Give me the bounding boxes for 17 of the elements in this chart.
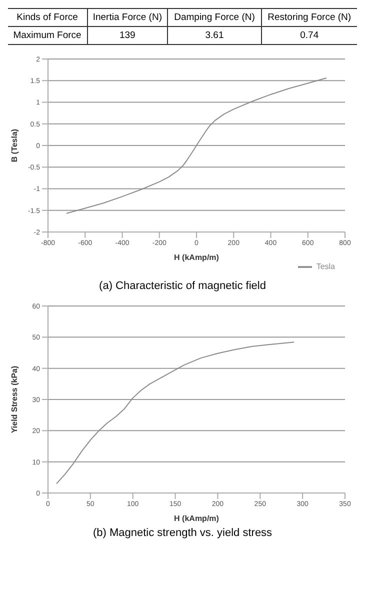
y-axis-title: Yield Stress (kPa) (10, 366, 19, 434)
legend-label: Tesla (316, 262, 335, 272)
text: Restoring Force (N) (261, 8, 357, 26)
text: Kinds of Force (16, 11, 79, 25)
text: Maximum Force (12, 29, 82, 43)
text: 139 (87, 26, 168, 44)
text: Inertia Force (N) (87, 8, 168, 26)
line-series (56, 342, 295, 484)
text: (a) Characteristic of magnetic field (98, 280, 267, 292)
text: 0.74 (261, 26, 357, 44)
line-series (66, 78, 327, 214)
x-axis-title: H (kAmp/m) (174, 514, 220, 523)
x-axis-title: H (kAmp/m) (174, 253, 220, 262)
text: 3.61 (168, 26, 262, 44)
text: (b) Magnetic strength vs. yield stress (92, 527, 274, 539)
text: Damping Force (N) (168, 8, 262, 26)
y-axis-title: B (Tesla) (10, 128, 19, 162)
